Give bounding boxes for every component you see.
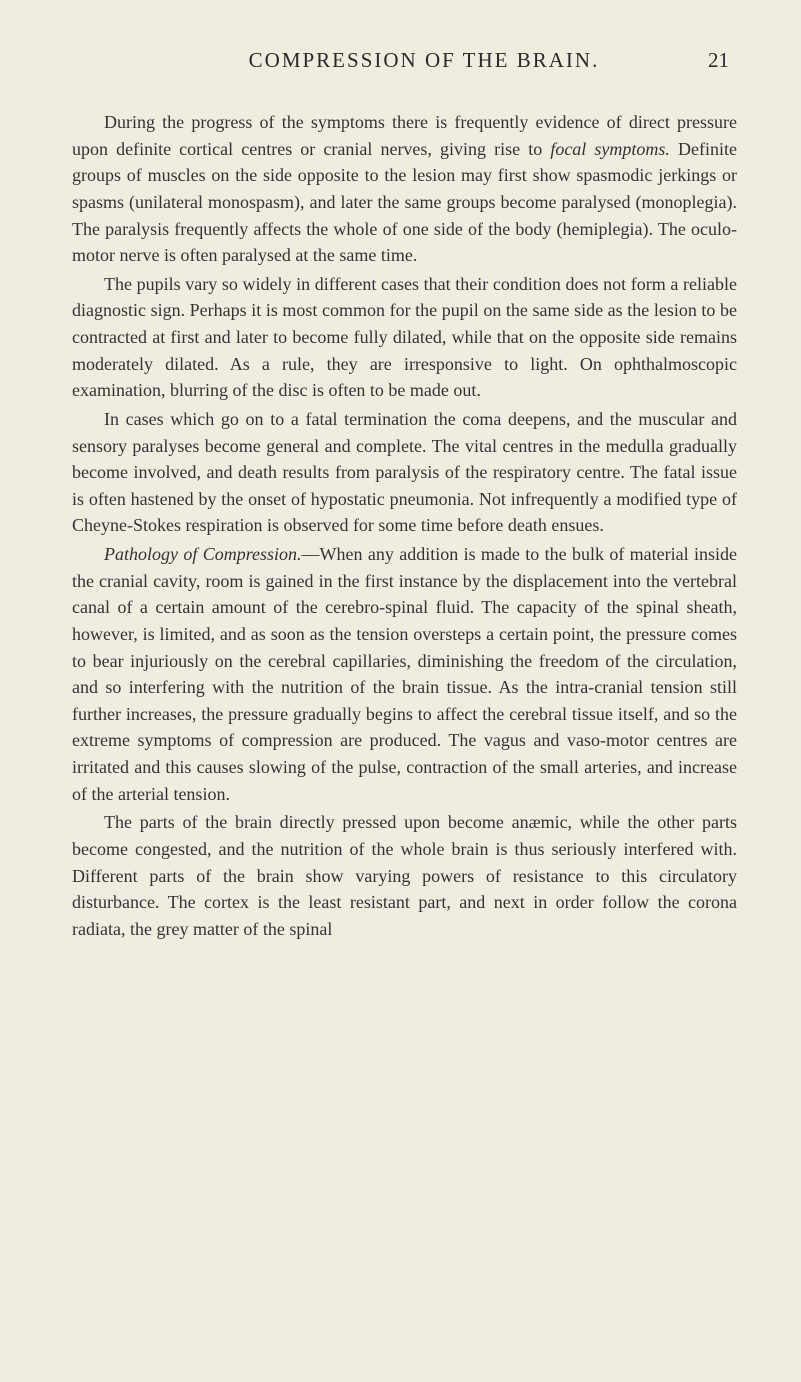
- paragraph-5: The parts of the brain directly pressed …: [72, 809, 737, 942]
- p4-text: —When any addition is made to the bulk o…: [72, 544, 737, 804]
- body-text: During the progress of the symptoms ther…: [72, 109, 737, 942]
- header-title: COMPRESSION OF THE BRAIN.: [80, 48, 708, 73]
- paragraph-3: In cases which go on to a fatal terminat…: [72, 406, 737, 539]
- paragraph-4: Pathology of Compression.—When any addit…: [72, 541, 737, 807]
- page-header: COMPRESSION OF THE BRAIN. 21: [72, 48, 737, 73]
- paragraph-2: The pupils vary so widely in different c…: [72, 271, 737, 404]
- p4-italic-1: Pathology of Compression.: [104, 544, 302, 564]
- p1-italic-1: focal symptoms.: [550, 139, 670, 159]
- paragraph-1: During the progress of the symptoms ther…: [72, 109, 737, 269]
- page-number: 21: [708, 48, 729, 73]
